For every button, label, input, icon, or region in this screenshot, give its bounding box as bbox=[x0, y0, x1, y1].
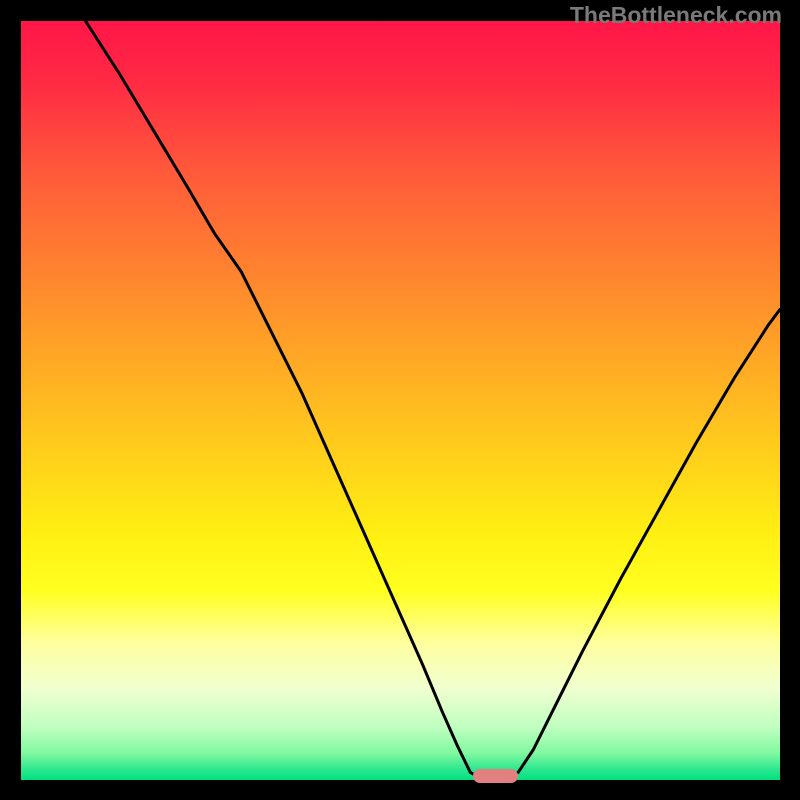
bottleneck-curve bbox=[21, 21, 780, 780]
watermark-text: TheBottleneck.com bbox=[570, 2, 782, 29]
chart-container: TheBottleneck.com bbox=[0, 0, 800, 800]
plot-area bbox=[21, 21, 780, 780]
optimum-marker bbox=[473, 769, 519, 783]
